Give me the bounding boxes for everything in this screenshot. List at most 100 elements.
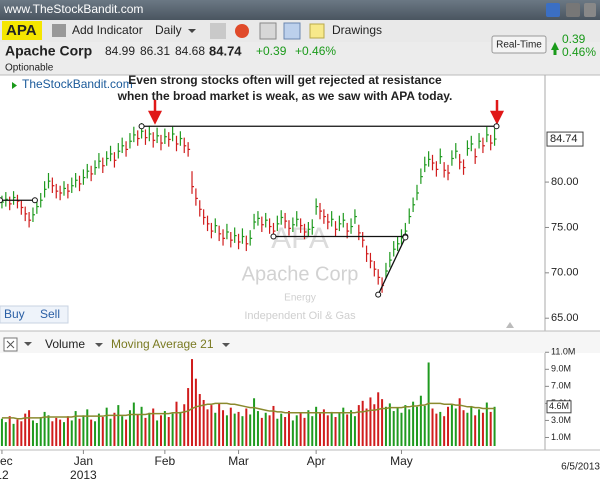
volume-bar bbox=[458, 398, 461, 446]
volume-bar bbox=[249, 414, 252, 446]
volume-bar bbox=[31, 420, 34, 446]
y-tick-label: 75.00 bbox=[551, 221, 579, 233]
volume-bar bbox=[39, 417, 42, 446]
dropdown-arrow[interactable] bbox=[24, 342, 32, 346]
volume-bar bbox=[470, 405, 473, 446]
dropdown-arrow[interactable] bbox=[222, 343, 230, 347]
y-tick-label: 3.0M bbox=[551, 415, 571, 425]
x-tick-label: Dec bbox=[0, 454, 13, 468]
alarm-icon[interactable] bbox=[235, 24, 249, 38]
volume-bar bbox=[427, 362, 430, 446]
volume-bar bbox=[280, 413, 283, 446]
trendline bbox=[377, 237, 406, 295]
quote-open: 84.99 bbox=[105, 44, 135, 58]
grid-icon[interactable] bbox=[283, 22, 301, 40]
company-name: Apache Corp bbox=[5, 43, 92, 59]
x-tick-label: Apr bbox=[307, 454, 326, 468]
calc-icon[interactable] bbox=[259, 22, 277, 40]
volume-bar bbox=[175, 401, 178, 446]
volume-bar bbox=[101, 417, 104, 446]
tool-icon[interactable] bbox=[210, 23, 226, 39]
volume-bar bbox=[82, 415, 85, 446]
volume-bar bbox=[229, 407, 232, 446]
volume-bar bbox=[136, 414, 139, 446]
chart-source: TheStockBandit.com bbox=[22, 77, 133, 91]
close-x[interactable] bbox=[6, 340, 15, 349]
trendline-handle bbox=[402, 234, 409, 241]
y-tick-label: 11.0M bbox=[551, 347, 575, 357]
dropdown-arrow[interactable] bbox=[188, 29, 196, 33]
symbol[interactable]: APA bbox=[6, 22, 37, 39]
volume-bar bbox=[404, 405, 407, 446]
x-tick-label: Jan bbox=[74, 454, 93, 468]
quote-last: 84.74 bbox=[209, 43, 242, 58]
volume-bar bbox=[365, 408, 368, 446]
volume-bar bbox=[202, 399, 205, 446]
realtime-label[interactable]: Real-Time bbox=[496, 40, 542, 51]
volume-bar bbox=[156, 420, 159, 446]
volume-bar bbox=[183, 404, 186, 446]
volume-bar bbox=[128, 410, 131, 446]
volume-bar bbox=[346, 414, 349, 446]
volume-bar bbox=[245, 408, 248, 446]
volume-menu[interactable]: Volume bbox=[45, 337, 85, 351]
volume-bar bbox=[97, 413, 100, 446]
trade-box bbox=[0, 305, 69, 324]
x-tick-label: Mar bbox=[228, 454, 249, 468]
volume-bar bbox=[214, 412, 217, 446]
y-tick-label: 80.00 bbox=[551, 176, 579, 188]
volume-bar bbox=[350, 410, 353, 446]
quote-high: 86.31 bbox=[140, 44, 170, 58]
volume-bar bbox=[450, 404, 453, 446]
volume-bar bbox=[159, 415, 162, 446]
volume-bar bbox=[431, 408, 434, 446]
volume-bar bbox=[167, 417, 170, 446]
last-price-box bbox=[546, 131, 584, 147]
volume-bar bbox=[439, 411, 442, 446]
watermark-symbol: APA bbox=[271, 222, 329, 255]
volume-bar bbox=[419, 395, 422, 446]
note-icon[interactable] bbox=[309, 23, 325, 39]
text-icon[interactable] bbox=[566, 3, 580, 17]
volume-bar bbox=[206, 409, 209, 446]
watermark-industry: Independent Oil & Gas bbox=[244, 310, 356, 322]
y-tick-label: 70.00 bbox=[551, 267, 579, 279]
volume-bar bbox=[210, 405, 213, 446]
collapse-icon[interactable] bbox=[506, 322, 514, 328]
volume-bar bbox=[163, 411, 166, 446]
period[interactable]: Daily bbox=[155, 23, 182, 37]
optionable: Optionable bbox=[5, 63, 54, 74]
drawings[interactable]: Drawings bbox=[332, 23, 382, 37]
realtime-button[interactable] bbox=[491, 35, 547, 54]
volume-bar bbox=[369, 397, 372, 446]
volume-bar bbox=[152, 408, 155, 446]
volume-bar bbox=[443, 416, 446, 446]
volume-bar bbox=[260, 417, 263, 446]
x-tick-label: Feb bbox=[155, 454, 176, 468]
add-indicator[interactable]: Add Indicator bbox=[72, 23, 143, 37]
last-volume-label: 4.6M bbox=[549, 401, 569, 411]
volume-bar bbox=[353, 416, 356, 446]
volume-bar bbox=[377, 392, 380, 446]
ma-menu[interactable]: Moving Average 21 bbox=[111, 337, 214, 351]
dropdown-arrow[interactable] bbox=[95, 343, 103, 347]
print-icon[interactable] bbox=[52, 24, 66, 37]
volume-bar bbox=[179, 411, 182, 446]
volume-bar bbox=[392, 411, 395, 446]
annotation-line: Even strong stocks often will get reject… bbox=[128, 73, 442, 87]
volume-bar bbox=[276, 418, 279, 446]
volume-bar bbox=[447, 406, 450, 446]
volume-bar bbox=[225, 415, 228, 446]
volume-bar bbox=[35, 422, 38, 446]
trendline-handle bbox=[270, 233, 277, 240]
symbol-box[interactable] bbox=[2, 21, 42, 40]
volume-bar bbox=[319, 413, 322, 446]
volume-bar bbox=[24, 413, 27, 446]
volume-bar bbox=[478, 409, 481, 446]
menu-icon[interactable] bbox=[584, 3, 596, 17]
trendline-handle bbox=[138, 123, 145, 130]
share-icon[interactable] bbox=[546, 3, 560, 17]
sell-button[interactable]: Sell bbox=[40, 307, 60, 321]
buy-button[interactable]: Buy bbox=[4, 307, 25, 321]
volume-bar bbox=[70, 420, 73, 446]
